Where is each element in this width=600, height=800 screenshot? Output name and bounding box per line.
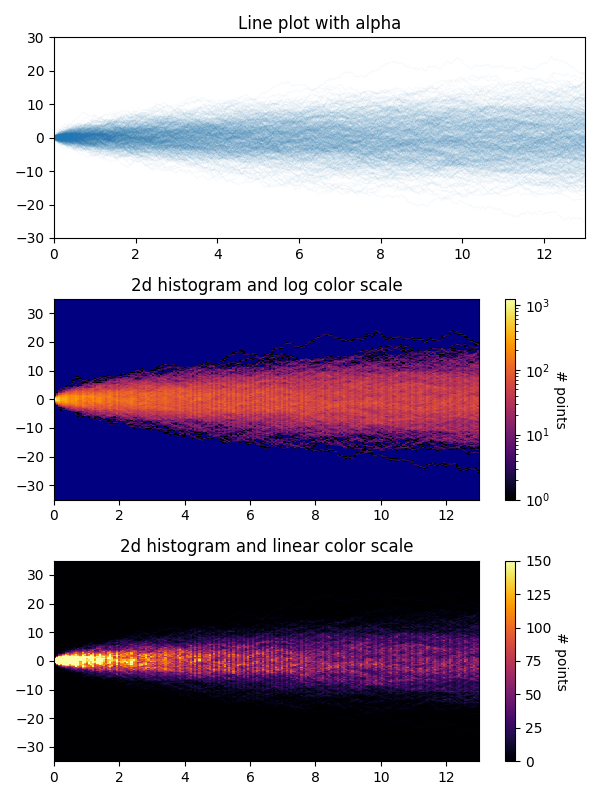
- Title: 2d histogram and linear color scale: 2d histogram and linear color scale: [119, 538, 413, 556]
- Y-axis label: # points: # points: [553, 370, 567, 429]
- Title: Line plot with alpha: Line plot with alpha: [238, 15, 401, 33]
- Y-axis label: # points: # points: [554, 631, 568, 690]
- Title: 2d histogram and log color scale: 2d histogram and log color scale: [131, 277, 402, 294]
